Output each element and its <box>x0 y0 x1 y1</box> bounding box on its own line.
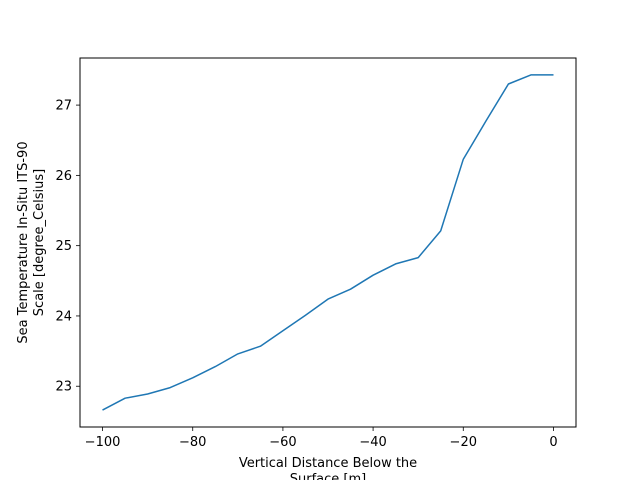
data-point <box>147 393 149 395</box>
data-point <box>530 74 532 76</box>
data-point <box>440 230 442 232</box>
x-tick-label: −80 <box>179 435 206 450</box>
x-tick-label: −60 <box>269 435 296 450</box>
x-axis: −100 −80 −60 −40 −20 0 <box>85 427 558 450</box>
data-point <box>350 288 352 290</box>
data-point <box>169 387 171 389</box>
data-point <box>124 397 126 399</box>
x-tick-label: −40 <box>359 435 386 450</box>
data-point <box>463 158 465 160</box>
data-point <box>508 83 510 85</box>
data-point <box>215 366 217 368</box>
data-point <box>282 330 284 332</box>
data-point <box>417 257 419 259</box>
y-axis-label: Sea Temperature In-Situ ITS-90Scale [deg… <box>16 141 47 343</box>
data-point <box>372 274 374 276</box>
data-point <box>395 263 397 265</box>
x-tick-label: −20 <box>450 435 477 450</box>
data-point <box>237 353 239 355</box>
data-point <box>485 121 487 123</box>
series-line <box>102 74 554 411</box>
y-axis: 23 24 25 26 27 <box>55 99 80 395</box>
data-point <box>553 74 555 76</box>
data-point <box>260 345 262 347</box>
data-point <box>327 298 329 300</box>
y-tick-label: 25 <box>55 239 72 254</box>
axes-frame <box>79 57 577 428</box>
data-point <box>102 409 104 411</box>
y-tick-label: 26 <box>55 169 72 184</box>
data-point <box>192 377 194 379</box>
x-tick-label: 0 <box>549 435 557 450</box>
data-point <box>305 314 307 316</box>
x-tick-label: −100 <box>85 435 121 450</box>
plot-area <box>102 74 555 411</box>
y-tick-label: 27 <box>55 99 72 114</box>
y-tick-label: 23 <box>55 380 72 395</box>
y-tick-label: 24 <box>55 309 72 324</box>
